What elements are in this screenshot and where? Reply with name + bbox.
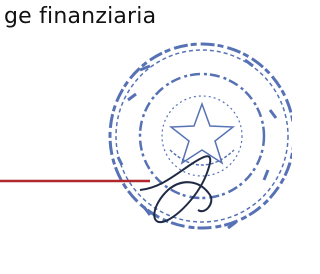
page: ge finanziaria (() => { const data = JSO… bbox=[0, 0, 292, 274]
stamp bbox=[110, 44, 292, 228]
stamp-and-signature bbox=[0, 0, 292, 274]
document-text: ge finanziaria bbox=[4, 4, 156, 29]
